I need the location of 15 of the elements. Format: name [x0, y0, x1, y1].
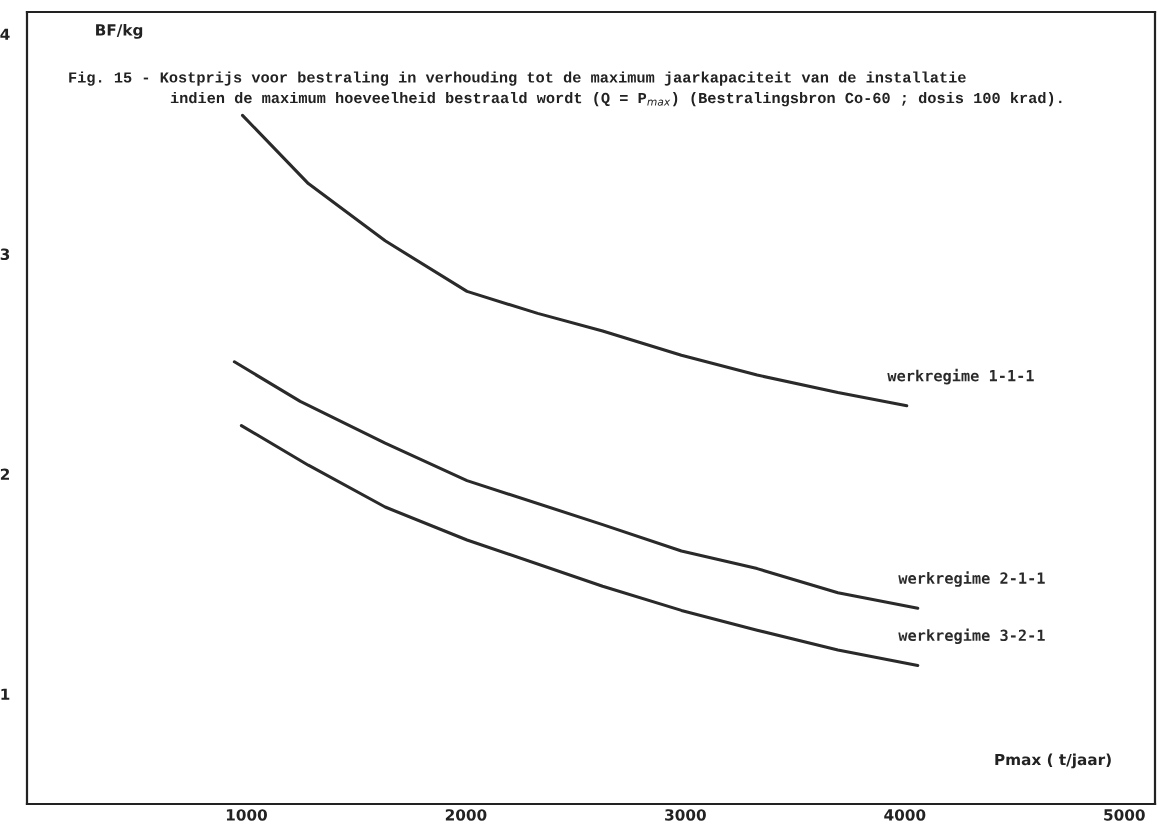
- series-label: werkregime 1-1-1: [887, 368, 1034, 385]
- x-tick-label: 3000: [665, 809, 706, 821]
- x-tick-label: 4000: [884, 809, 926, 821]
- x-axis-title: Pmax ( t/jaar): [995, 753, 1111, 769]
- y-tick-label: 2: [0, 468, 10, 480]
- y-tick-label: 4: [0, 28, 10, 40]
- y-tick-label: 3: [0, 248, 10, 261]
- x-tick-label: 1000: [226, 809, 267, 821]
- series-label: werkregime 3-2-1: [898, 628, 1045, 645]
- x-tick-label: 2000: [445, 809, 487, 821]
- series-label: werkregime 2-1-1: [898, 571, 1045, 587]
- y-tick-label: 1: [1, 688, 10, 700]
- x-tick-label: 5000: [1104, 809, 1145, 821]
- y-axis-title: BF/kg: [96, 23, 143, 39]
- text: Fig. 15 - Kostprijs voor bestraling in verhouding tot de maximum jaarkapaciteit van de installatie indien de maximum hoeveelheid bestraald wordt (Q = P$_{max}$) (Bestralingsbron Co-60 ; dosis 100 krad).: [69, 71, 1062, 107]
